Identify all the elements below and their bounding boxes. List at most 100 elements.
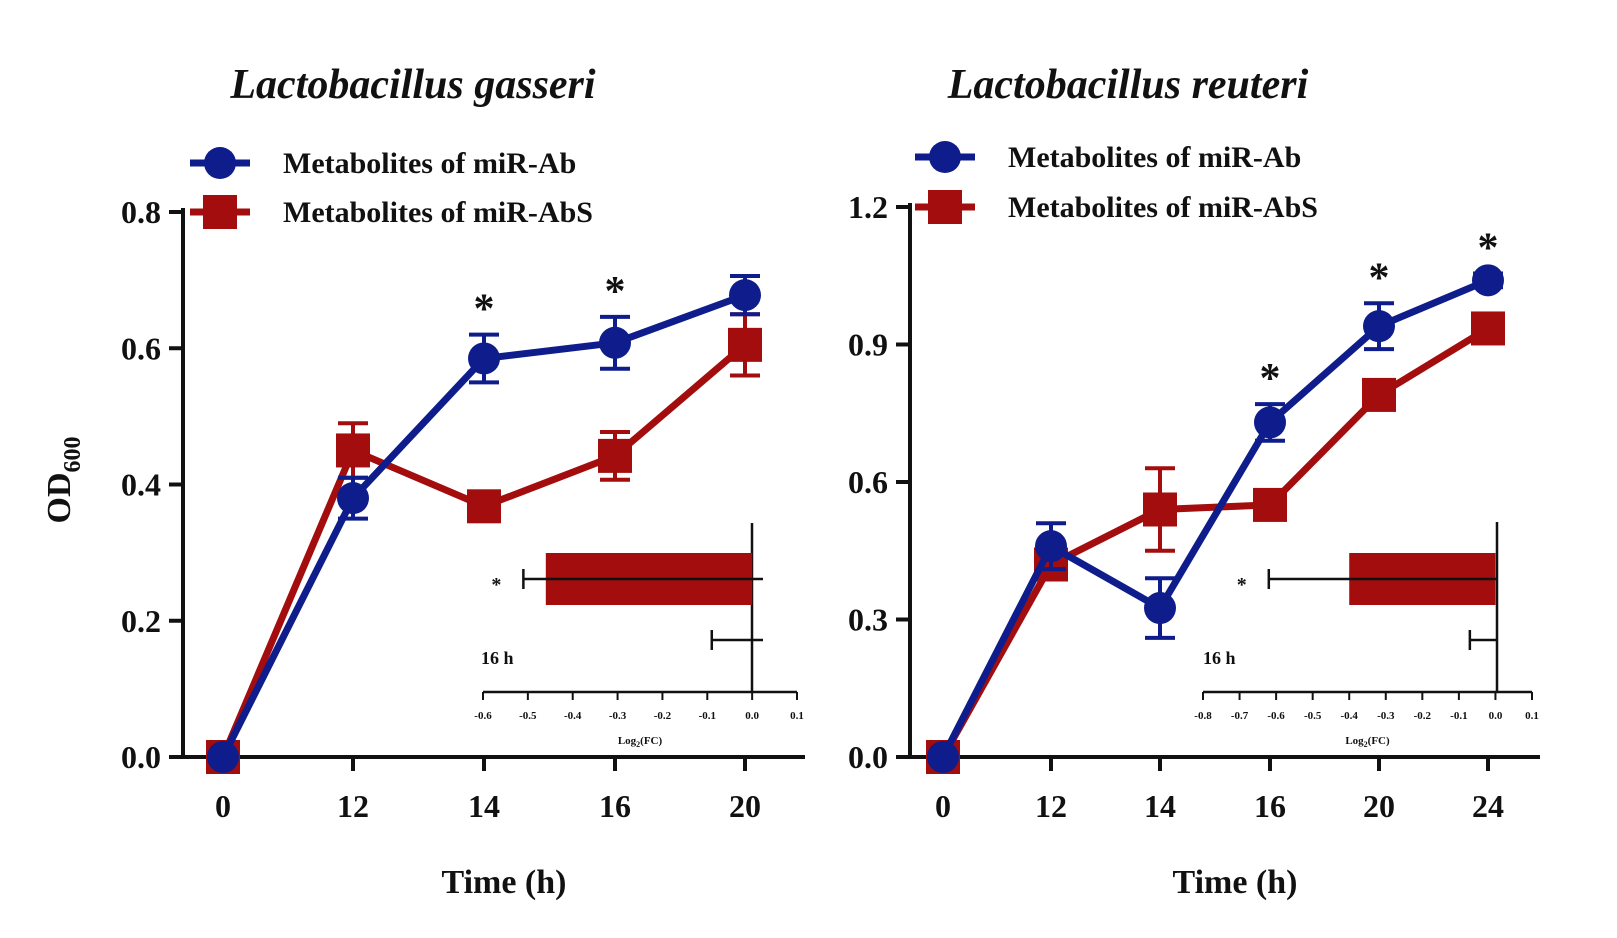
inset-x-tick-label: -0.4	[1341, 710, 1359, 722]
series-mir-ab	[927, 264, 1504, 773]
series-mir-abs	[926, 311, 1505, 774]
significance-star: *	[474, 287, 495, 333]
inset-x-tick-label: -0.2	[1414, 710, 1432, 722]
y-tick-label: 0.3	[848, 602, 888, 638]
inset-time-label: 16 h	[481, 648, 514, 668]
x-tick-label: 20	[1363, 788, 1395, 824]
legend-swatch-marker	[203, 195, 237, 229]
inset-x-tick-label: -0.1	[1450, 710, 1467, 722]
data-point	[1035, 530, 1067, 563]
y-tick-label: 0.4	[121, 467, 161, 503]
x-tick-label: 0	[215, 788, 231, 824]
data-point	[927, 741, 959, 773]
data-point	[729, 279, 761, 312]
chart-title: Lactobacillus gasseri	[229, 62, 595, 108]
inset-chart: -0.6 -0.5 -0.4 -0.3 -0.2 -0.1 0.0 0.1 Log2(FC) 16…	[474, 523, 804, 749]
y-tick-label: 0.9	[848, 327, 888, 363]
inset-x-axis-title-subscript: 2	[636, 740, 640, 749]
inset-x-tick-label: -0.2	[654, 710, 672, 722]
significance-star: *	[1478, 225, 1499, 271]
significance-star: *	[605, 269, 626, 315]
data-point	[1254, 406, 1286, 439]
inset-significance-star: *	[1237, 574, 1247, 596]
inset-x-axis-title: Log2(FC)	[618, 735, 663, 749]
inset-significance-star: *	[491, 574, 501, 596]
legend-swatch-marker	[204, 147, 236, 179]
x-axis-title: Time (h)	[442, 864, 567, 901]
legend-label: Metabolites of miR-Ab	[1008, 141, 1301, 174]
series-mir-ab	[207, 274, 761, 773]
data-point	[1362, 377, 1396, 412]
chart-panel-1: Lactobacillus gasseri 0.0 0.2 0.4 0.6 0.8 0 12 1…	[121, 62, 805, 901]
legend-swatch-marker	[929, 141, 961, 173]
significance-star: *	[1260, 356, 1281, 402]
y-tick-label: 0.6	[848, 464, 888, 500]
inset-chart: -0.8 -0.7 -0.6 -0.5 -0.4 -0.3 -0.2 -0.1 0.0 0.1 Lo…	[1194, 522, 1539, 749]
inset-x-axis-title: Log2(FC)	[1345, 735, 1390, 749]
data-point	[598, 438, 632, 473]
inset-x-tick-label: -0.1	[699, 710, 716, 722]
x-tick-label: 24	[1472, 788, 1504, 824]
x-tick-label: 12	[337, 788, 369, 824]
inset-x-tick-label: -0.3	[609, 710, 627, 722]
data-point	[1143, 492, 1177, 527]
inset-x-axis-title-main: Log	[1345, 735, 1364, 747]
inset-x-tick-label: -0.4	[564, 710, 582, 722]
y-tick-label: 0.2	[121, 603, 161, 639]
inset-x-tick-label: -0.3	[1377, 710, 1395, 722]
inset-x-axis-title-subscript: 2	[1364, 740, 1368, 749]
x-tick-label: 14	[1144, 788, 1176, 824]
data-point	[336, 433, 370, 468]
legend-swatch-marker	[928, 190, 962, 224]
series-line	[939, 325, 1490, 759]
chart-title: Lactobacillus reuteri	[947, 62, 1309, 108]
inset-x-tick-label: -0.6	[474, 710, 492, 722]
inset-x-tick-label: 0.0	[745, 710, 759, 722]
inset-x-axis-title-main: Log	[618, 735, 637, 747]
x-tick-label: 0	[935, 788, 951, 824]
chart-panel-2: Lactobacillus reuteri 0.0 0.3 0.6 0.9 1.2 0 12 1…	[848, 62, 1540, 901]
y-axis-title-subscript: 600	[60, 437, 86, 473]
x-tick-label: 20	[729, 788, 761, 824]
inset-time-label: 16 h	[1203, 648, 1236, 668]
y-tick-label: 0.0	[121, 739, 161, 775]
legend-label: Metabolites of miR-Ab	[283, 147, 576, 180]
inset-x-tick-label: -0.8	[1194, 710, 1212, 722]
legend-label: Metabolites of miR-AbS	[1008, 191, 1318, 224]
series-mir-abs	[206, 312, 762, 774]
inset-x-tick-label: 0.1	[1525, 710, 1539, 722]
data-point	[1471, 311, 1505, 346]
legend-entry: Metabolites of miR-Ab	[915, 141, 1301, 174]
x-axis-title: Time (h)	[1173, 864, 1298, 901]
series-line	[939, 277, 1490, 759]
inset-x-tick-label: 0.1	[790, 710, 804, 722]
legend-entry: Metabolites of miR-AbS	[915, 190, 1318, 224]
inset-x-tick-label: -0.7	[1231, 710, 1249, 722]
data-point	[207, 741, 239, 773]
inset-x-tick-label: -0.5	[519, 710, 537, 722]
x-tick-label: 16	[599, 788, 631, 824]
x-tick-label: 12	[1035, 788, 1067, 824]
data-point	[1253, 487, 1287, 522]
data-point	[728, 327, 762, 362]
data-point	[599, 326, 631, 359]
data-point	[1144, 592, 1176, 625]
x-tick-label: 14	[468, 788, 500, 824]
inset-x-axis-title-suffix: (FC)	[1368, 735, 1390, 747]
data-point	[1363, 310, 1395, 343]
legend-label: Metabolites of miR-AbS	[283, 196, 593, 229]
y-tick-label: 1.2	[848, 189, 888, 225]
data-point	[337, 482, 369, 515]
inset-x-tick-label: -0.5	[1304, 710, 1322, 722]
chart-panels: Lactobacillus gasseri 0.0 0.2 0.4 0.6 0.8 0 12 1…	[121, 62, 1540, 901]
data-point	[467, 489, 501, 524]
legend-entry: Metabolites of miR-Ab	[190, 147, 576, 180]
y-tick-label: 0.6	[121, 330, 161, 366]
inset-x-tick-label: -0.6	[1267, 710, 1285, 722]
y-axis-title: OD600	[41, 437, 86, 524]
data-point	[468, 342, 500, 375]
inset-x-tick-label: 0.0	[1489, 710, 1503, 722]
data-point	[1472, 264, 1504, 297]
x-tick-label: 16	[1254, 788, 1286, 824]
